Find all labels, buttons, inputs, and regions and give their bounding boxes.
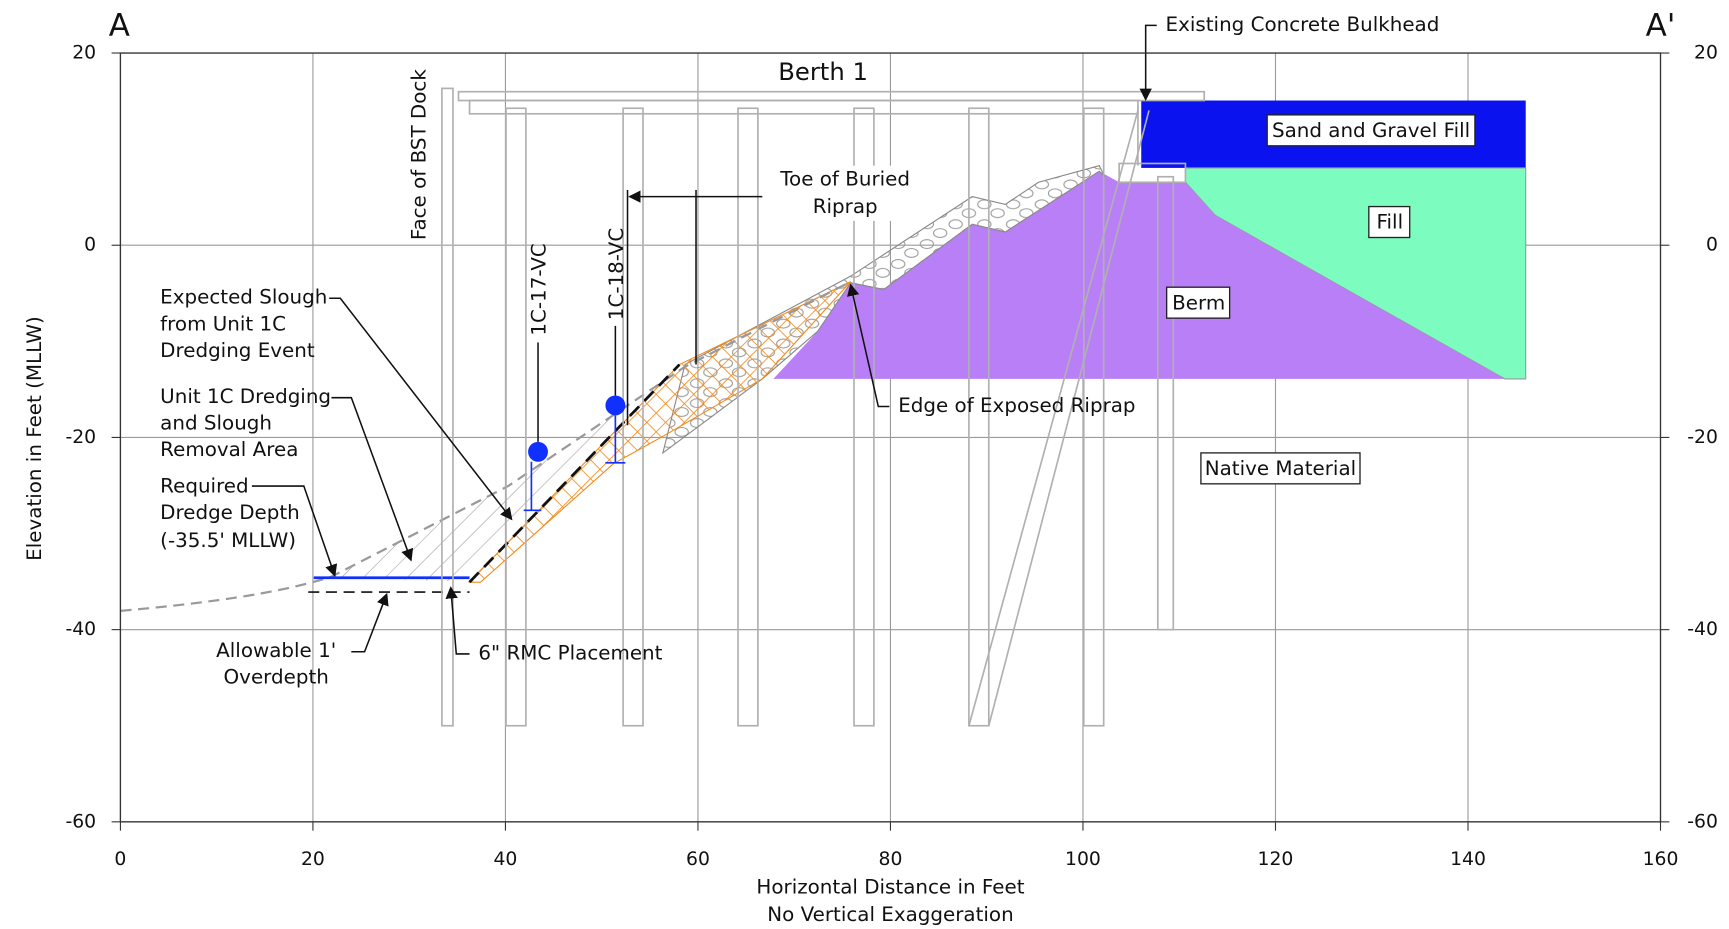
x-tick-label: 140 (1450, 849, 1486, 870)
toe-label: Riprap (813, 195, 878, 218)
core-label: 1C-18-VC (605, 228, 628, 320)
x-tick-label: 0 (114, 849, 126, 870)
removal-label: Unit 1C Dredging (160, 385, 331, 408)
bulkhead-label: Existing Concrete Bulkhead (1166, 13, 1440, 36)
rmc-area (470, 282, 851, 582)
removal-label: and Slough (160, 412, 272, 435)
x-tick-label: 80 (879, 849, 903, 870)
x-tick-label: 60 (686, 849, 710, 870)
x-axis-label: No Vertical Exaggeration (767, 903, 1013, 926)
required-label: Required (160, 475, 248, 498)
section-start: A (109, 8, 130, 44)
y-tick-label: -20 (1687, 427, 1718, 448)
y-tick-label: -20 (65, 427, 96, 448)
section-end: A' (1646, 8, 1676, 44)
dredge-slope (470, 365, 680, 583)
overdepth-label: Overdepth (224, 666, 329, 689)
rmc-label: 6" RMC Placement (478, 641, 662, 664)
slough-label: Dredging Event (160, 339, 315, 362)
y-tick-label: 0 (84, 235, 96, 256)
core-label: 1C-17-VC (528, 243, 551, 335)
y-axis-label: Elevation in Feet (MLLW) (23, 316, 46, 561)
fill-label: Fill (1377, 211, 1404, 234)
berm-label: Berm (1172, 291, 1225, 314)
x-tick-label: 120 (1258, 849, 1294, 870)
y-tick-label: 20 (72, 43, 96, 64)
native-label: Native Material (1205, 457, 1356, 480)
x-tick-label: 100 (1065, 849, 1101, 870)
slough-label: Expected Slough (160, 286, 327, 309)
berth-label: Berth 1 (778, 57, 868, 86)
y-tick-label: 0 (1706, 235, 1718, 256)
sand-label: Sand and Gravel Fill (1272, 119, 1470, 142)
x-tick-label: 160 (1643, 849, 1679, 870)
required-label: (-35.5' MLLW) (160, 529, 296, 552)
edge-label: Edge of Exposed Riprap (898, 394, 1135, 417)
dock-label: Face of BST Dock (407, 69, 430, 240)
slough-label: from Unit 1C (160, 312, 286, 335)
overdepth-label: Allowable 1' (216, 639, 336, 662)
toe-label: Toe of Buried (779, 168, 910, 191)
y-tick-label: -40 (1687, 619, 1718, 640)
y-tick-label: 20 (1694, 43, 1718, 64)
y-tick-label: -60 (65, 811, 96, 832)
x-axis-label: Horizontal Distance in Feet (756, 876, 1024, 899)
removal-label: Removal Area (160, 438, 298, 461)
x-tick-label: 20 (301, 849, 325, 870)
y-tick-label: -40 (65, 619, 96, 640)
required-label: Dredge Depth (160, 501, 300, 524)
cross-section: A A' Horizontal Distance in Feet No Vert… (0, 0, 1729, 929)
y-tick-label: -60 (1687, 811, 1718, 832)
x-tick-label: 40 (493, 849, 517, 870)
